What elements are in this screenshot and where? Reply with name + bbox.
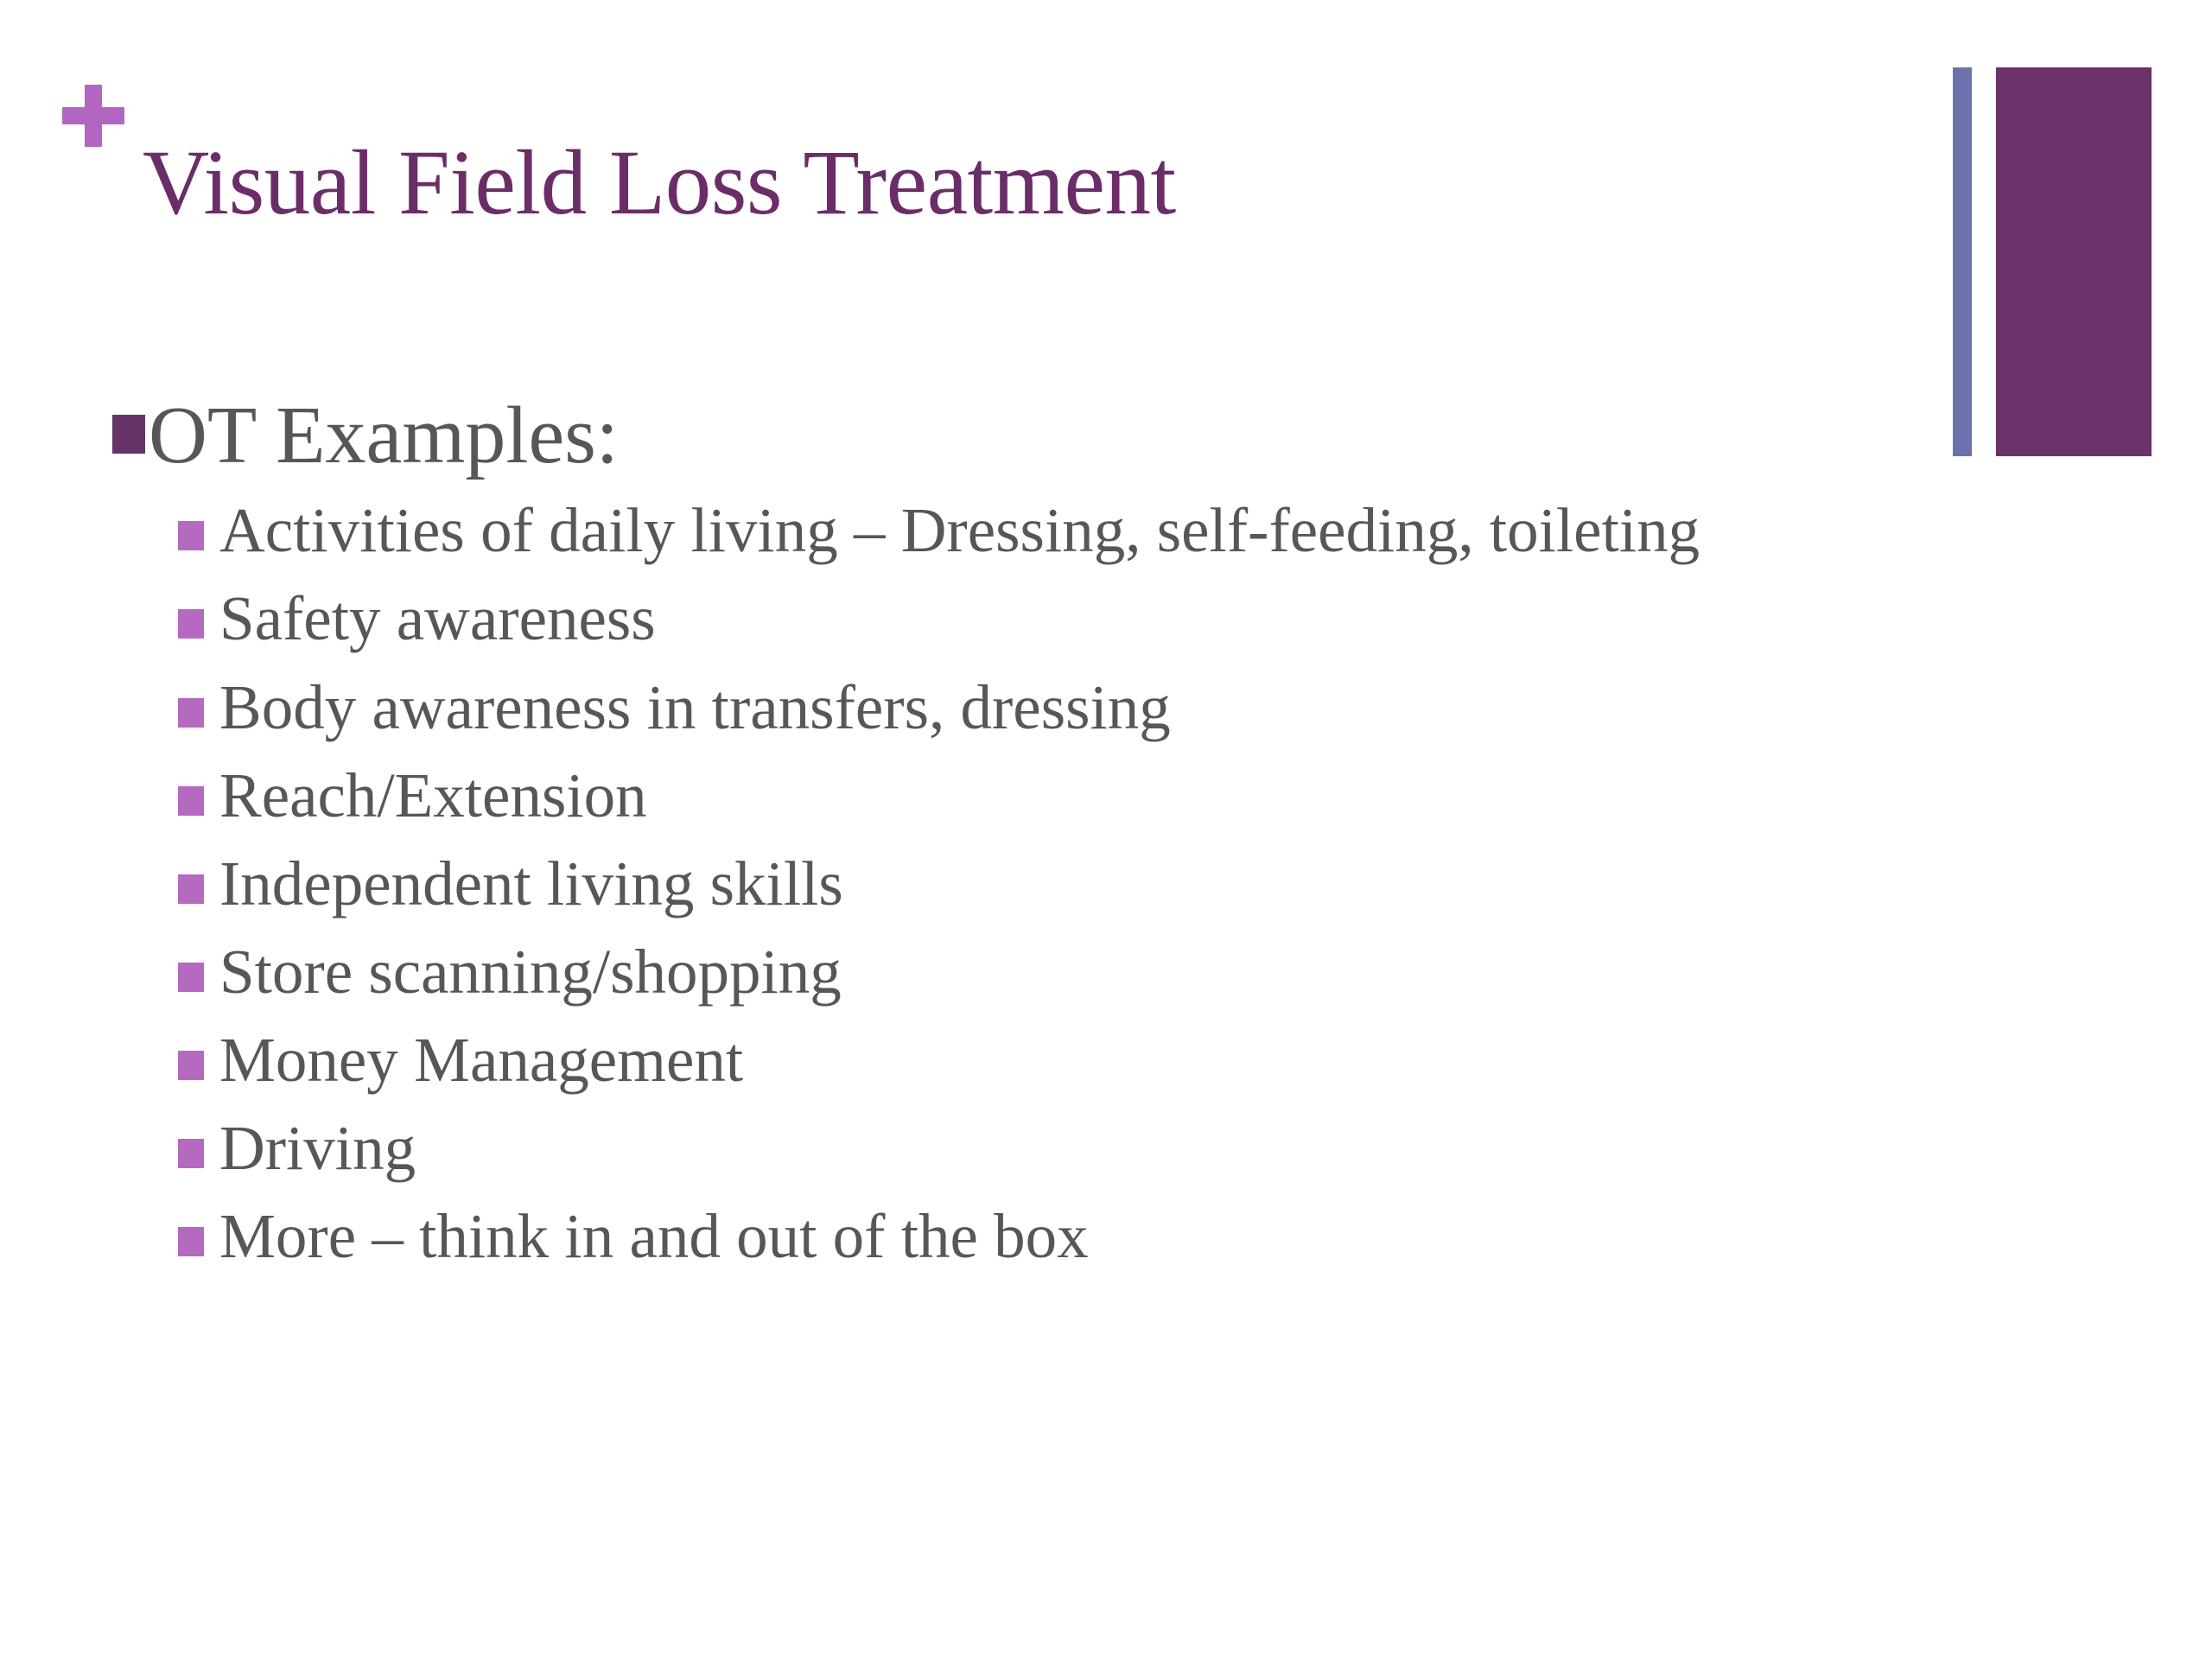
list-item-label: Money Management <box>219 1025 744 1096</box>
list-item-label: Independent living skills <box>219 848 843 918</box>
square-bullet-icon <box>178 609 204 639</box>
body-heading-row: OT Examples: <box>112 391 2091 481</box>
list-item: Body awareness in transfers, dressing <box>178 671 2091 745</box>
list-item-label: Driving <box>219 1113 416 1184</box>
square-bullet-icon <box>178 874 204 904</box>
sub-bullet-list: Activities of daily living – Dressing, s… <box>178 493 2091 1274</box>
list-item: Driving <box>178 1111 2091 1185</box>
body-heading-label: OT Examples: <box>149 391 619 480</box>
list-item: Money Management <box>178 1023 2091 1097</box>
slide-body: OT Examples: Activities of daily living … <box>112 391 2091 1287</box>
square-bullet-icon <box>178 962 204 992</box>
plus-icon <box>62 85 124 147</box>
list-item: Store scanning/shopping <box>178 935 2091 1009</box>
list-item: Reach/Extension <box>178 759 2091 833</box>
slide-title: Visual Field Loss Treatment <box>143 132 1176 234</box>
square-bullet-icon <box>178 1051 204 1081</box>
plus-icon-vertical-bar <box>85 85 102 147</box>
list-item-label: Safety awareness <box>219 583 656 654</box>
square-bullet-icon <box>178 1139 204 1169</box>
list-item: More – think in and out of the box <box>178 1199 2091 1274</box>
list-item-label: Activities of daily living – Dressing, s… <box>219 495 1700 566</box>
list-item-label: Store scanning/shopping <box>219 936 842 1007</box>
list-item: Activities of daily living – Dressing, s… <box>178 493 2091 568</box>
square-bullet-icon <box>112 415 145 454</box>
square-bullet-icon <box>178 1227 204 1257</box>
list-item: Independent living skills <box>178 847 2091 921</box>
square-bullet-icon <box>178 697 204 728</box>
square-bullet-icon <box>178 785 204 816</box>
square-bullet-icon <box>178 521 204 551</box>
list-item-label: Body awareness in transfers, dressing <box>219 671 1171 742</box>
decorative-accent-group <box>1953 67 2152 456</box>
list-item-label: Reach/Extension <box>219 760 647 830</box>
list-item-label: More – think in and out of the box <box>219 1201 1089 1272</box>
list-item: Safety awareness <box>178 582 2091 656</box>
accent-thin-bar <box>1953 67 1972 456</box>
accent-block <box>1996 67 2152 456</box>
